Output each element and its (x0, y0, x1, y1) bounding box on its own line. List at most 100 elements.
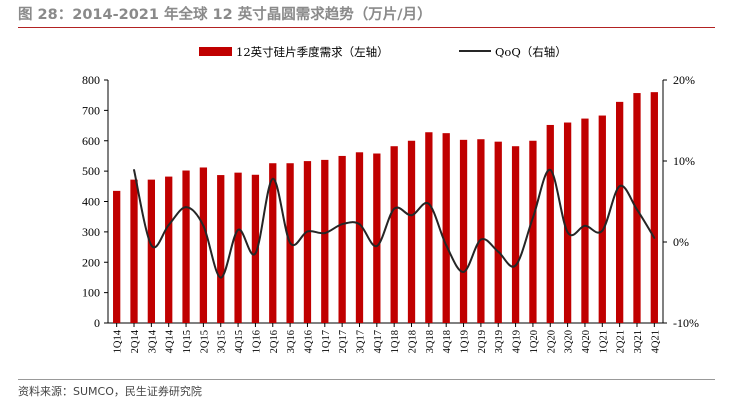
y-left-tick-label: 800 (82, 73, 100, 87)
qoq-point (237, 228, 239, 231)
qoq-point (445, 244, 448, 247)
y-right-tick-label: 20% (673, 73, 695, 87)
bar (147, 179, 156, 323)
x-tick-label: 1Q19 (460, 330, 471, 353)
x-tick-label: 4Q18 (442, 330, 453, 353)
qoq-point (532, 216, 534, 219)
x-tick-label: 3Q19 (494, 330, 505, 353)
qoq-point (601, 229, 604, 232)
x-tick-label: 4Q20 (581, 330, 592, 353)
x-tick-label: 2Q14 (130, 329, 141, 353)
legend: 12英寸硅片季度需求（左轴） QoQ（右轴） (199, 45, 567, 59)
bar-series (113, 92, 658, 324)
x-tick-label: 1Q17 (321, 330, 332, 353)
y-left-tick-label: 100 (82, 286, 100, 300)
y-left-tick-label: 500 (82, 164, 100, 178)
qoq-point (427, 203, 430, 205)
y-left-tick-label: 400 (82, 195, 100, 209)
qoq-point (618, 185, 621, 188)
x-tick-label: 2Q16 (269, 330, 280, 353)
bar (355, 152, 364, 323)
x-tick-label: 4Q21 (650, 330, 661, 353)
y-right-tick-label: 0% (673, 235, 689, 249)
bar (407, 140, 416, 323)
x-tick-label: 4Q15 (234, 330, 245, 353)
y-left-tick-label: 600 (82, 134, 100, 148)
qoq-point (566, 231, 569, 234)
x-tick-label: 1Q16 (251, 330, 262, 353)
bar (459, 139, 468, 323)
qoq-point (358, 223, 361, 226)
qoq-point (514, 264, 517, 267)
legend-label-bars: 12英寸硅片季度需求（左轴） (236, 45, 389, 59)
bar (650, 92, 658, 324)
x-tick-label: 3Q20 (564, 330, 575, 353)
legend-label-line: QoQ（右轴） (495, 45, 567, 59)
x-tick-label: 1Q21 (598, 330, 609, 353)
qoq-point (150, 244, 153, 247)
qoq-point (479, 238, 482, 241)
bar (199, 167, 208, 323)
x-tick-label: 1Q18 (390, 330, 401, 353)
qoq-point (462, 271, 465, 273)
bar (511, 146, 520, 323)
qoq-point (341, 223, 344, 226)
x-tick-label: 3Q17 (355, 330, 366, 353)
source-note: 资料来源：SUMCO，民生证券研究院 (18, 385, 202, 398)
qoq-point (653, 237, 656, 239)
bar (477, 139, 485, 323)
bar (303, 161, 312, 323)
qoq-point (289, 241, 292, 244)
x-tick-labels: 1Q14 2Q14 3Q14 4Q14 1Q15 2Q15 3Q15 4Q15 1Q16 2Q16… (113, 323, 661, 353)
qoq-point (549, 169, 552, 171)
x-tick-label: 4Q16 (303, 330, 314, 353)
qoq-point (219, 276, 222, 279)
bar (234, 172, 242, 323)
x-tick-label: 1Q20 (529, 330, 540, 353)
bar (165, 176, 173, 323)
x-tick-label: 3Q15 (217, 330, 228, 353)
qoq-point (410, 214, 413, 217)
x-tick-label: 2Q15 (199, 330, 210, 353)
qoq-point (497, 250, 500, 253)
x-tick-label: 2Q19 (477, 330, 488, 353)
qoq-point (306, 230, 309, 233)
y-left-tick-label: 300 (82, 225, 100, 239)
bar (269, 163, 277, 323)
bar (442, 133, 450, 323)
x-tick-label: 4Q17 (373, 330, 384, 353)
figure-title: 图 28：2014-2021 年全球 12 英寸晶圆需求趋势（万片/月） (18, 7, 432, 23)
qoq-point (584, 224, 586, 227)
axes: 0 100 200 300 400 500 600 700 800 -10% 0% 10% 20% (82, 73, 699, 330)
qoq-point (636, 208, 638, 211)
qoq-line-series (133, 168, 656, 279)
x-tick-label: 2Q21 (616, 330, 627, 353)
title-rule (18, 27, 715, 28)
bar (251, 174, 260, 323)
y-right-tick-label: 10% (673, 154, 695, 168)
bar (217, 175, 225, 323)
x-tick-label: 3Q18 (425, 330, 436, 353)
bar (425, 132, 433, 323)
x-tick-label: 4Q19 (512, 330, 523, 353)
x-tick-label: 3Q14 (147, 329, 158, 353)
bar (563, 122, 572, 324)
qoq-point (254, 252, 257, 255)
x-tick-label: 2Q20 (546, 330, 557, 353)
x-tick-label: 1Q15 (182, 330, 193, 353)
bar (130, 179, 138, 323)
legend-swatch-bars (199, 47, 232, 56)
bar (321, 159, 329, 323)
x-tick-label: 3Q16 (286, 330, 297, 353)
qoq-point (185, 206, 187, 209)
y-left-tick-label: 200 (82, 255, 100, 269)
bar (373, 153, 381, 323)
x-tick-label: 2Q17 (338, 330, 349, 353)
x-tick-label: 1Q14 (113, 329, 124, 353)
bar (581, 118, 589, 323)
qoq-point (133, 169, 135, 171)
qoq-point (323, 232, 326, 234)
y-left-tick-label: 700 (82, 103, 100, 117)
bar (390, 146, 398, 323)
qoq-point (375, 245, 378, 247)
